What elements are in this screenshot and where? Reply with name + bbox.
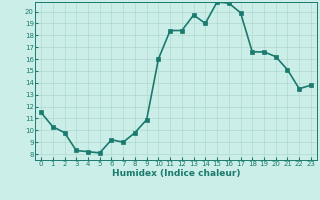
X-axis label: Humidex (Indice chaleur): Humidex (Indice chaleur)	[112, 169, 240, 178]
